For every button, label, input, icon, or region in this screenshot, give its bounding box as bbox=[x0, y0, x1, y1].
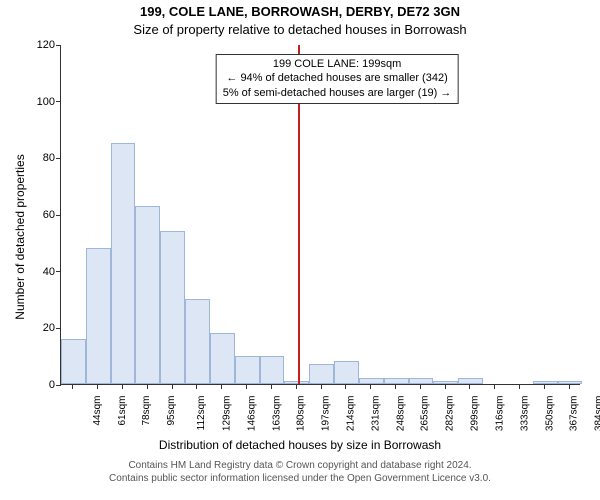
x-tick-mark bbox=[147, 384, 148, 389]
histogram-bar bbox=[359, 378, 384, 384]
x-tick-label: 231sqm bbox=[370, 396, 381, 432]
x-tick-label: 44sqm bbox=[92, 396, 103, 426]
histogram-bar bbox=[86, 248, 111, 384]
x-tick-label: 197sqm bbox=[321, 396, 332, 432]
histogram-bar bbox=[558, 381, 583, 384]
histogram-bar bbox=[284, 381, 309, 384]
x-tick-label: 333sqm bbox=[519, 396, 530, 432]
annotation-line-3: 5% of semi-detached houses are larger (1… bbox=[223, 87, 452, 99]
x-tick-mark bbox=[519, 384, 520, 389]
histogram-bar bbox=[433, 381, 458, 384]
x-tick-mark bbox=[221, 384, 222, 389]
x-tick-mark bbox=[271, 384, 272, 389]
y-tick-mark bbox=[56, 158, 61, 159]
x-tick-label: 316sqm bbox=[495, 396, 506, 432]
chart-title-address: 199, COLE LANE, BORROWASH, DERBY, DE72 3… bbox=[0, 4, 600, 19]
y-tick-label: 80 bbox=[43, 152, 55, 164]
histogram-bar bbox=[235, 356, 260, 384]
x-tick-mark bbox=[72, 384, 73, 389]
x-tick-mark bbox=[296, 384, 297, 389]
x-tick-label: 282sqm bbox=[445, 396, 456, 432]
annotation-line-2: ← 94% of detached houses are smaller (34… bbox=[226, 72, 447, 84]
x-tick-label: 299sqm bbox=[470, 396, 481, 432]
histogram-bar bbox=[210, 333, 235, 384]
histogram-bar bbox=[458, 378, 483, 384]
chart-title-description: Size of property relative to detached ho… bbox=[0, 22, 600, 37]
y-tick-mark bbox=[56, 385, 61, 386]
y-tick-label: 60 bbox=[43, 209, 55, 221]
histogram-bar bbox=[384, 378, 409, 384]
annotation-line-1: 199 COLE LANE: 199sqm bbox=[273, 58, 401, 70]
histogram-bar bbox=[185, 299, 210, 384]
x-tick-label: 180sqm bbox=[296, 396, 307, 432]
y-axis-label: Number of detached properties bbox=[13, 87, 27, 387]
credits-line-1: Contains HM Land Registry data © Crown c… bbox=[128, 460, 471, 471]
credits-text: Contains HM Land Registry data © Crown c… bbox=[0, 460, 600, 485]
histogram-bar bbox=[135, 206, 160, 385]
histogram-bar bbox=[111, 143, 136, 384]
x-tick-label: 163sqm bbox=[271, 396, 282, 432]
y-tick-label: 120 bbox=[37, 39, 55, 51]
x-tick-mark bbox=[469, 384, 470, 389]
x-tick-mark bbox=[420, 384, 421, 389]
y-tick-mark bbox=[56, 101, 61, 102]
x-tick-mark bbox=[345, 384, 346, 389]
x-tick-mark bbox=[122, 384, 123, 389]
histogram-bar bbox=[334, 361, 359, 384]
x-tick-label: 61sqm bbox=[117, 396, 128, 426]
x-tick-label: 78sqm bbox=[141, 396, 152, 426]
x-tick-label: 146sqm bbox=[246, 396, 257, 432]
x-tick-label: 367sqm bbox=[569, 396, 580, 432]
histogram-bar bbox=[61, 339, 86, 384]
x-tick-label: 214sqm bbox=[346, 396, 357, 432]
y-tick-mark bbox=[56, 45, 61, 46]
x-tick-label: 95sqm bbox=[166, 396, 177, 426]
y-tick-label: 40 bbox=[43, 266, 55, 278]
x-tick-mark bbox=[395, 384, 396, 389]
x-tick-mark bbox=[370, 384, 371, 389]
x-tick-mark bbox=[172, 384, 173, 389]
y-tick-label: 100 bbox=[37, 96, 55, 108]
histogram-bar bbox=[409, 378, 434, 384]
x-tick-label: 350sqm bbox=[544, 396, 555, 432]
y-tick-label: 0 bbox=[49, 379, 55, 391]
y-tick-label: 20 bbox=[43, 322, 55, 334]
x-tick-label: 384sqm bbox=[594, 396, 600, 432]
x-tick-mark bbox=[321, 384, 322, 389]
histogram-bar bbox=[260, 356, 285, 384]
histogram-bar bbox=[533, 381, 558, 384]
x-tick-label: 112sqm bbox=[196, 396, 207, 431]
credits-line-2: Contains public sector information licen… bbox=[109, 473, 491, 484]
histogram-bar bbox=[309, 364, 334, 384]
x-tick-mark bbox=[196, 384, 197, 389]
y-tick-mark bbox=[56, 271, 61, 272]
x-tick-label: 265sqm bbox=[420, 396, 431, 432]
x-tick-label: 248sqm bbox=[395, 396, 406, 432]
x-tick-label: 129sqm bbox=[221, 396, 232, 432]
histogram-bar bbox=[160, 231, 185, 384]
x-tick-mark bbox=[569, 384, 570, 389]
annotation-box: 199 COLE LANE: 199sqm ← 94% of detached h… bbox=[216, 54, 459, 105]
x-tick-mark bbox=[97, 384, 98, 389]
x-tick-mark bbox=[445, 384, 446, 389]
x-axis-label: Distribution of detached houses by size … bbox=[0, 438, 600, 452]
x-tick-mark bbox=[494, 384, 495, 389]
y-tick-mark bbox=[56, 328, 61, 329]
plot-area: 02040608010012044sqm61sqm78sqm95sqm112sq… bbox=[60, 45, 580, 385]
chart-container: 199, COLE LANE, BORROWASH, DERBY, DE72 3… bbox=[0, 0, 600, 500]
x-tick-mark bbox=[544, 384, 545, 389]
x-tick-mark bbox=[246, 384, 247, 389]
y-tick-mark bbox=[56, 215, 61, 216]
